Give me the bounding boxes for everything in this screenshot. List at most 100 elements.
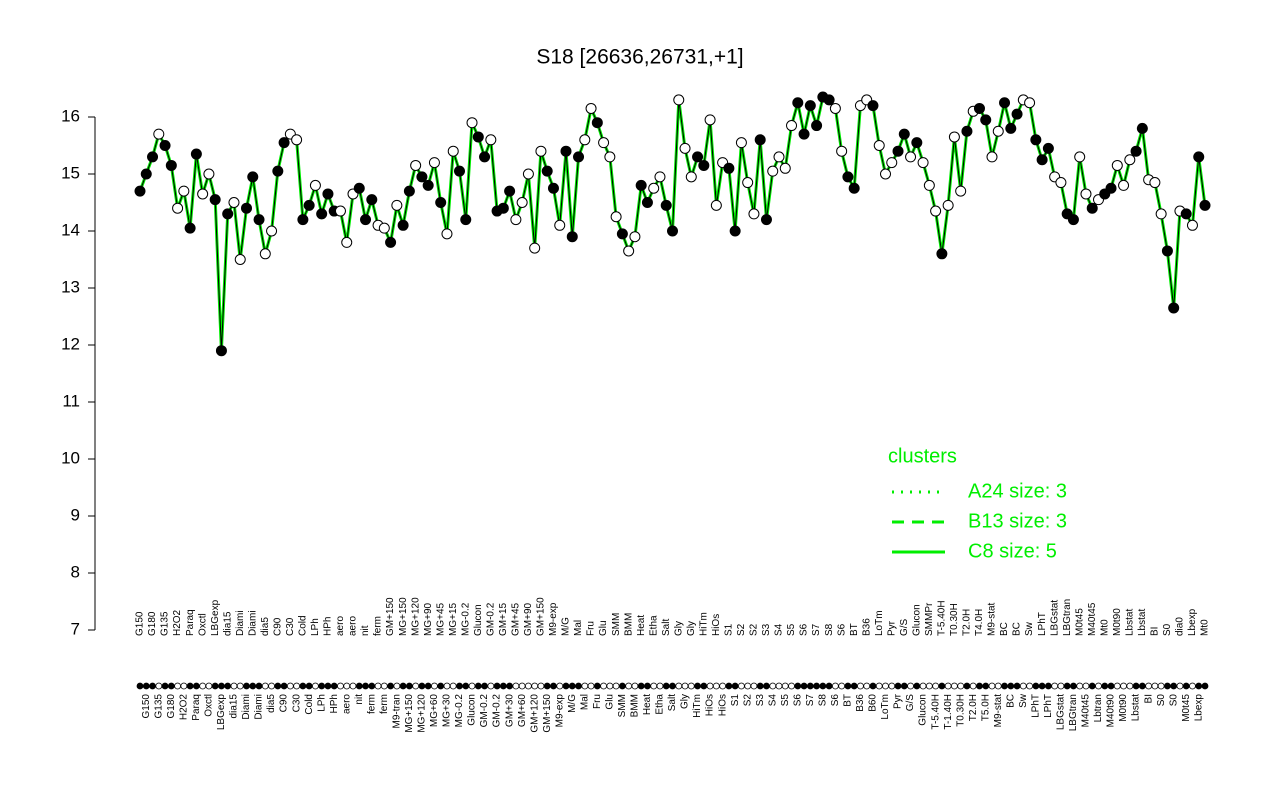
x-tick-label: C30	[285, 617, 296, 636]
point	[460, 214, 472, 226]
rug-marker	[1132, 682, 1140, 690]
rug-marker	[982, 682, 990, 690]
point	[886, 157, 898, 169]
point	[698, 159, 710, 171]
point	[1074, 151, 1086, 163]
rug-marker	[236, 682, 244, 690]
point	[616, 228, 628, 240]
x-tick-label: aero	[348, 616, 359, 636]
x-tick-label: dia15	[222, 611, 233, 636]
x-tick-label: T-5.40H	[930, 694, 941, 730]
x-tick-label: B60	[868, 694, 879, 712]
rug-marker	[1095, 682, 1102, 690]
point	[754, 134, 766, 146]
rug-marker	[831, 682, 839, 690]
x-tick-label: Mt0	[1099, 619, 1110, 636]
x-tick-label: SMM	[611, 613, 622, 636]
x-tick-label: S8	[817, 694, 828, 707]
x-tick-label: LPhT	[1030, 694, 1041, 718]
point	[892, 145, 904, 157]
point	[936, 248, 948, 260]
point	[1130, 145, 1142, 157]
rug-marker	[318, 682, 326, 690]
point	[667, 225, 678, 237]
rug-marker	[380, 682, 388, 690]
rug-marker	[731, 682, 739, 690]
rug-marker	[969, 682, 977, 690]
rug-marker	[374, 682, 382, 690]
point	[1011, 108, 1023, 120]
x-tick-label: S0	[1156, 694, 1167, 707]
point	[848, 182, 860, 194]
point	[197, 188, 209, 200]
point	[253, 214, 265, 226]
rug-marker	[763, 682, 770, 690]
y-tick-label: 16	[61, 106, 80, 125]
point	[541, 165, 553, 177]
x-tick-label: MG+60	[429, 694, 440, 728]
x-tick-label: S6	[792, 694, 803, 707]
rug-marker	[368, 682, 376, 690]
point	[516, 197, 528, 208]
point	[942, 199, 954, 211]
y-tick-label: 14	[61, 220, 80, 239]
x-tick-label: Sw	[1024, 621, 1035, 636]
x-tick-label: Gly	[673, 621, 684, 636]
x-tick-label: SMM	[617, 694, 628, 717]
rug-marker	[963, 682, 971, 690]
point	[1105, 182, 1117, 194]
x-tick-label: C30	[291, 694, 302, 713]
x-tick-label: Lbexp	[1187, 608, 1198, 636]
x-tick-label: G150	[141, 694, 152, 719]
point	[203, 168, 215, 180]
rug-marker	[875, 682, 883, 690]
x-tick-label: Diami	[254, 694, 265, 720]
x-tick-label: BMM	[630, 694, 641, 717]
x-tick-label: M/G	[567, 694, 578, 713]
point	[1149, 177, 1161, 189]
legend-label: A24 size: 3	[968, 480, 1067, 502]
rug-marker	[687, 682, 695, 690]
x-tick-label: GM+90	[523, 602, 534, 636]
point	[291, 134, 303, 146]
rug-marker	[1057, 682, 1065, 690]
point	[973, 102, 985, 114]
x-tick-label: T5.0H	[980, 694, 991, 721]
rug-marker	[650, 682, 658, 690]
rug-marker	[562, 682, 570, 690]
x-tick-label: S5	[786, 623, 797, 636]
rug-marker	[186, 682, 194, 690]
point	[309, 179, 321, 191]
rug-marker	[230, 682, 238, 690]
point	[779, 162, 791, 174]
rug-marker	[518, 682, 526, 690]
rug-marker	[838, 682, 846, 690]
rug-marker	[249, 682, 257, 690]
point	[134, 185, 146, 197]
rug-marker	[1063, 682, 1071, 690]
rug-marker	[431, 682, 438, 690]
x-tick-label: SMMPr	[924, 602, 935, 636]
rug-marker	[800, 682, 808, 690]
rug-marker	[481, 682, 488, 690]
x-tick-label: S6	[836, 623, 847, 636]
x-tick-label: GM+120	[529, 694, 540, 733]
x-tick-label: LBGstat	[1056, 694, 1067, 730]
x-tick-label: BT	[843, 694, 854, 707]
x-tick-label: LPh	[316, 694, 327, 712]
x-tick-label: M40t45	[1087, 602, 1098, 636]
rug-marker	[412, 682, 420, 690]
rug-marker	[1113, 682, 1121, 690]
x-tick-label: ferm	[373, 616, 384, 636]
rug-marker	[324, 682, 332, 690]
x-tick-label: Lbstat	[1124, 609, 1135, 636]
rug-marker	[218, 682, 225, 690]
rug-marker	[932, 682, 940, 690]
rug-marker	[694, 682, 701, 690]
rug-marker	[1145, 682, 1153, 690]
rug-marker	[857, 682, 864, 690]
point	[760, 214, 772, 226]
x-tick-label: GM+150	[536, 597, 547, 636]
x-tick-label: G150	[135, 611, 146, 636]
point	[428, 157, 440, 169]
